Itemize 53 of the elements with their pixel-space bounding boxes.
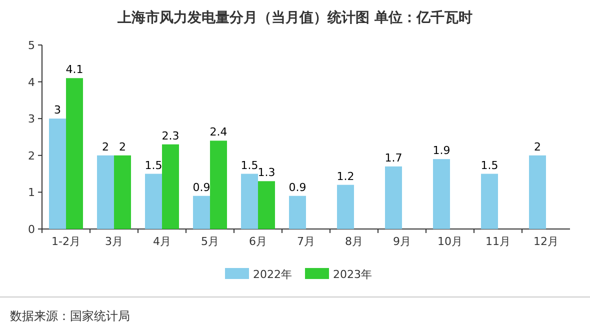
- x-tick-label: 4月: [153, 235, 171, 248]
- bar: [145, 174, 162, 229]
- x-tick-label: 9月: [393, 235, 411, 248]
- bar: [162, 144, 179, 229]
- bar: [481, 174, 498, 229]
- data-label: 0.9: [192, 180, 210, 194]
- data-label: 1.7: [384, 151, 402, 164]
- data-label: 1.5: [144, 158, 162, 172]
- bar: [97, 155, 114, 229]
- bar: [49, 118, 66, 229]
- chart-title: 上海市风力发电量分月（当月值）统计图 单位：亿千瓦时: [116, 9, 472, 26]
- legend-label: 2022年: [253, 268, 292, 281]
- data-label: 0.9: [288, 180, 306, 194]
- bar: [210, 140, 227, 229]
- bar: [337, 184, 354, 229]
- x-tick-label: 7月: [297, 235, 315, 248]
- bar: [529, 155, 546, 229]
- y-tick-label: 2: [28, 149, 35, 162]
- x-tick-label: 8月: [345, 235, 363, 248]
- x-tick-label: 11月: [486, 235, 510, 248]
- x-tick-label: 12月: [534, 235, 558, 248]
- x-tick-label: 5月: [201, 235, 219, 248]
- bar: [385, 166, 402, 229]
- x-tick-label: 10月: [438, 235, 462, 248]
- y-tick-label: 4: [28, 76, 35, 89]
- data-label: 1.9: [432, 144, 450, 158]
- x-tick-label: 3月: [105, 235, 123, 248]
- data-label: 1.5: [240, 158, 258, 172]
- data-label: 1.5: [480, 158, 498, 172]
- x-tick-label: 1-2月: [52, 235, 80, 248]
- bar: [241, 174, 258, 229]
- bar: [114, 155, 131, 229]
- bar: [193, 196, 210, 229]
- data-label: 2.3: [162, 129, 180, 142]
- data-label: 2: [534, 140, 541, 154]
- data-label: 2: [102, 140, 109, 154]
- y-tick-label: 0: [28, 223, 35, 236]
- data-label: 2: [119, 140, 126, 154]
- bar: [66, 78, 83, 229]
- x-tick-label: 6月: [249, 235, 267, 248]
- data-label: 3: [54, 104, 61, 117]
- bar: [433, 159, 450, 229]
- data-label: 4.1: [66, 63, 84, 76]
- bar: [258, 181, 275, 229]
- y-tick-label: 5: [28, 39, 35, 52]
- data-label: 1.3: [258, 166, 276, 180]
- source-note: 数据来源：国家统计局: [10, 309, 130, 323]
- y-tick-label: 3: [28, 112, 35, 126]
- y-tick-label: 1: [28, 186, 35, 200]
- data-label: 2.4: [210, 126, 228, 139]
- bar: [289, 196, 306, 229]
- data-label: 1.2: [336, 170, 354, 183]
- legend-label: 2023年: [333, 268, 372, 281]
